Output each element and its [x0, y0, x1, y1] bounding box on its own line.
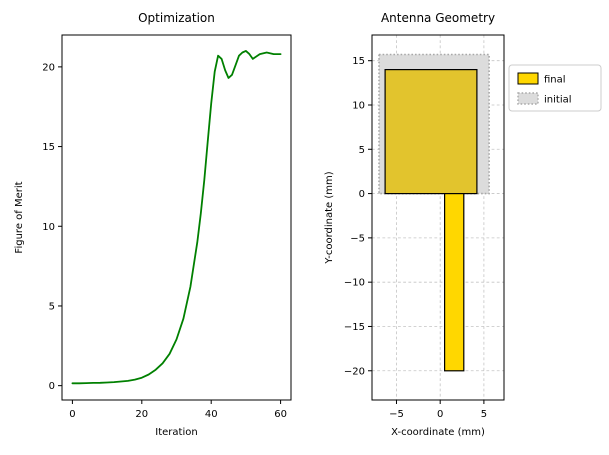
x-tick-label: 0 [437, 409, 443, 420]
subplot-title: Optimization [138, 11, 215, 25]
x-tick-label: 0 [69, 409, 75, 420]
y-tick-label: 10 [352, 100, 365, 111]
y-tick-label: −15 [344, 322, 365, 333]
x-tick-label: −5 [389, 409, 404, 420]
y-tick-label: 15 [352, 56, 365, 67]
axes-spines [61, 34, 292, 401]
feed-line [444, 193, 465, 372]
final-patch [384, 68, 478, 195]
y-axis-label: Y-coordinate (mm) [324, 171, 335, 264]
y-tick-label: −10 [344, 278, 365, 289]
optimization-subplot: 0 20 40 60 0 5 10 15 20 Optimization Iteration Figu… [14, 11, 292, 438]
y-tick-label: 20 [42, 62, 55, 73]
y-tick-label: 15 [42, 142, 55, 153]
x-tick-label: 40 [205, 409, 218, 420]
y-tick-label: 0 [359, 189, 365, 200]
plot-background [62, 35, 291, 400]
antenna-geometry-subplot: −5 0 5 −20 −15 −10 −5 0 5 10 15 Antenna Geometry X-c… [324, 11, 602, 438]
figure-of-merit-line [71, 50, 282, 385]
legend-label-final: final [544, 75, 566, 86]
x-tick-label: 60 [274, 409, 287, 420]
y-tick-label: 5 [49, 301, 55, 312]
y-tick-label: 0 [49, 381, 55, 392]
legend-swatch-final [517, 72, 539, 85]
legend-swatch-initial [517, 92, 539, 105]
x-axis-label: Iteration [155, 427, 197, 438]
y-tick-label: 10 [42, 222, 55, 233]
y-tick-label: 5 [359, 145, 365, 156]
legend: final initial [508, 64, 602, 112]
x-tick-label: 5 [481, 409, 487, 420]
y-tick-label: −20 [344, 366, 365, 377]
x-axis-label: X-coordinate (mm) [391, 427, 485, 438]
x-tick-label: 20 [135, 409, 148, 420]
y-axis-label: Figure of Merit [14, 181, 25, 253]
subplot-title: Antenna Geometry [381, 11, 495, 25]
y-tick-label: −5 [350, 233, 365, 244]
legend-label-initial: initial [544, 95, 572, 106]
axes-spines [371, 34, 505, 401]
